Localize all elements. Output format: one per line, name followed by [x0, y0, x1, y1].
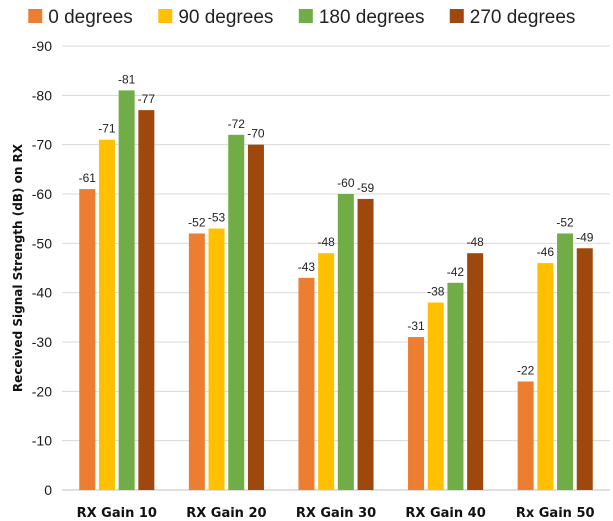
data-label: -72	[228, 117, 246, 131]
data-label: -61	[79, 171, 97, 185]
x-category-label: RX Gain 20	[186, 506, 266, 521]
y-tick-label: -30	[32, 334, 52, 350]
y-tick-label: -90	[32, 38, 52, 54]
bar	[537, 263, 554, 490]
data-label: -46	[537, 245, 555, 259]
data-label: -52	[188, 215, 206, 229]
legend-label: 90 degrees	[178, 7, 273, 28]
y-tick-label: 0	[44, 482, 52, 498]
bar	[247, 144, 264, 490]
bar	[98, 139, 115, 490]
bar	[576, 248, 593, 490]
data-label: -70	[247, 127, 265, 141]
y-tick-label: -10	[32, 433, 52, 449]
y-tick-label: -70	[32, 137, 52, 153]
legend-swatch	[298, 9, 313, 23]
data-label: -77	[138, 92, 156, 106]
data-label: -59	[357, 181, 375, 195]
bar	[188, 233, 205, 490]
bar	[318, 253, 335, 490]
data-label: -48	[466, 235, 484, 249]
x-category-label: RX Gain 10	[77, 506, 157, 521]
data-label: -48	[317, 235, 335, 249]
legend-swatch	[449, 9, 464, 23]
data-label: -31	[407, 319, 425, 333]
legend-label: 0 degrees	[48, 7, 133, 28]
x-axis-labels: RX Gain 10 RX Gain 20 RX Gain 30 RX Gain 40…	[77, 506, 595, 521]
legend-swatch	[28, 9, 43, 23]
bar	[208, 228, 225, 491]
x-category-label: Rx Gain 50	[516, 506, 595, 521]
legend: 0 degrees 90 degrees 180 degrees 270 degree…	[28, 7, 575, 28]
y-tick-label: -40	[32, 285, 52, 301]
y-tick-label: -80	[32, 87, 52, 103]
data-label: -42	[447, 265, 465, 279]
bars	[79, 90, 593, 491]
data-label: -53	[208, 211, 226, 225]
y-axis-ticks: 0 -10 -20 -30 -40 -50 -60 -70 -80 -90	[32, 38, 52, 498]
data-label: -38	[427, 285, 445, 299]
bar	[357, 198, 374, 490]
data-label: -60	[337, 176, 355, 190]
x-category-label: RX Gain 30	[296, 506, 376, 521]
bar	[427, 302, 444, 490]
y-tick-label: -50	[32, 235, 52, 251]
legend-label: 180 degrees	[319, 7, 425, 28]
y-tick-label: -20	[32, 383, 52, 399]
legend-label: 270 degrees	[470, 7, 576, 28]
x-category-label: RX Gain 40	[405, 506, 485, 521]
bar	[557, 233, 574, 490]
data-label: -52	[556, 215, 574, 229]
bar	[79, 189, 96, 491]
data-labels: -61-71-81-77-52 -53-72-70-43-48-60 -59-31-…	[79, 72, 594, 377]
bar	[517, 381, 534, 490]
y-tick-label: -60	[32, 186, 52, 202]
bar	[408, 337, 425, 490]
data-label: -71	[98, 122, 116, 136]
bar	[228, 134, 245, 491]
bar	[118, 90, 135, 491]
bar	[138, 110, 155, 490]
data-label: -43	[298, 260, 316, 274]
y-axis-title: Received Signal Strength (dB) on RX	[11, 143, 25, 392]
bar	[447, 282, 464, 490]
data-label: -81	[118, 72, 136, 86]
bar	[467, 253, 484, 490]
data-label: -49	[576, 230, 594, 244]
bar	[337, 194, 354, 490]
data-label: -22	[517, 363, 535, 377]
bar	[298, 277, 315, 490]
legend-swatch	[158, 9, 173, 23]
